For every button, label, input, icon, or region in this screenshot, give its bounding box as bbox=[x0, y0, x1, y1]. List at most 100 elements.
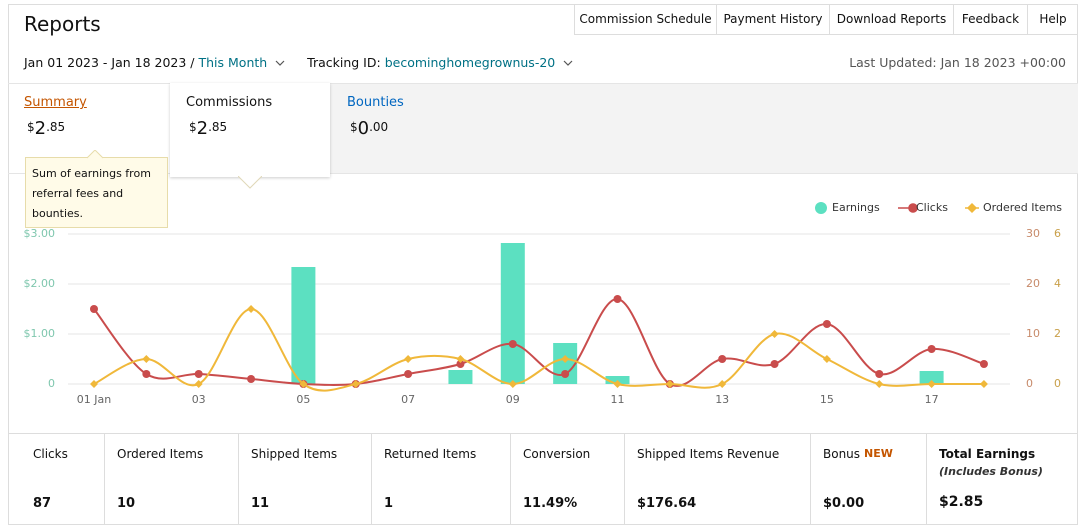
stat-label: Bonus NEW bbox=[823, 447, 893, 461]
stat-label-text: Bonus bbox=[823, 447, 861, 461]
y-tick-label: 6 bbox=[1054, 227, 1061, 240]
point bbox=[613, 295, 622, 303]
bar bbox=[919, 371, 944, 384]
x-tick-label: 13 bbox=[715, 393, 729, 406]
whole: 2 bbox=[34, 118, 47, 139]
stat-label-text: Ordered Items bbox=[117, 447, 204, 461]
nav-button[interactable]: Help bbox=[1027, 4, 1078, 35]
nav-button[interactable]: Feedback bbox=[953, 4, 1027, 35]
stat-label: Clicks bbox=[33, 447, 68, 461]
legend-label: Clicks bbox=[916, 201, 948, 214]
stat-label: Returned Items bbox=[384, 447, 476, 461]
stat-cell: Shipped Items Revenue $176.64 bbox=[624, 434, 810, 525]
y-tick-label: 0 bbox=[1054, 377, 1061, 390]
tooltip: Sum of earnings from referral fees and b… bbox=[25, 157, 168, 228]
stat-cell: Conversion 11.49% bbox=[510, 434, 624, 525]
page-title: Reports bbox=[24, 12, 101, 36]
badge: NEW bbox=[864, 447, 893, 460]
point bbox=[142, 355, 151, 363]
point bbox=[561, 370, 570, 378]
divider bbox=[8, 433, 1078, 434]
stat-cell: Shipped Items 11 bbox=[238, 434, 371, 525]
tab-value: $2.85 bbox=[27, 118, 65, 139]
stat-note: (Includes Bonus) bbox=[939, 465, 1043, 478]
y-tick-label: $1.00 bbox=[24, 327, 56, 340]
report-frame bbox=[8, 4, 1078, 525]
nav-button[interactable]: Commission Schedule bbox=[574, 4, 716, 35]
point bbox=[770, 360, 779, 368]
tab-label[interactable]: Summary bbox=[24, 95, 87, 110]
stat-label: Shipped Items bbox=[251, 447, 337, 461]
chevron bbox=[563, 60, 573, 66]
chart: 0 $1.00 $2.00 $3.00 0 10 20 30 0 2 4 6 01 Jan 03 05 07 0… bbox=[24, 201, 1063, 406]
currency: $ bbox=[27, 120, 35, 134]
stat-label-text: Returned Items bbox=[384, 447, 477, 461]
point bbox=[561, 355, 570, 363]
point bbox=[142, 370, 151, 378]
stat-cell: Clicks 87 bbox=[8, 434, 104, 525]
fraction: .00 bbox=[369, 120, 389, 134]
stat-value: 11.49% bbox=[523, 496, 578, 511]
point bbox=[665, 380, 674, 388]
point bbox=[351, 380, 360, 388]
x-tick-label: 07 bbox=[401, 393, 415, 406]
stat-label-text: Shipped Items bbox=[251, 447, 338, 461]
point bbox=[770, 330, 779, 338]
period-select[interactable]: This Month bbox=[198, 55, 268, 70]
nav-button[interactable]: Download Reports bbox=[829, 4, 953, 35]
point bbox=[822, 320, 831, 328]
point bbox=[90, 380, 98, 388]
point bbox=[613, 380, 622, 388]
y-tick-label: 10 bbox=[1026, 327, 1040, 340]
stat-value: 10 bbox=[117, 496, 136, 511]
whole: 2 bbox=[196, 118, 209, 139]
stat-cell: Returned Items 1 bbox=[371, 434, 510, 525]
tab-band bbox=[330, 83, 1078, 173]
point bbox=[194, 380, 203, 388]
point bbox=[508, 340, 517, 348]
point bbox=[979, 380, 988, 388]
line bbox=[93, 307, 984, 392]
point bbox=[456, 355, 465, 363]
point bbox=[456, 360, 465, 368]
x-tick-label: 01 Jan bbox=[77, 393, 111, 406]
y-tick-label: $3.00 bbox=[24, 227, 56, 240]
y-tick-label: 0 bbox=[48, 377, 55, 390]
y-tick-label: 4 bbox=[1054, 277, 1061, 290]
point bbox=[718, 355, 727, 363]
legend-label: Ordered Items bbox=[983, 201, 1062, 214]
stat-label: Total Earnings bbox=[939, 447, 1035, 461]
stat-label-text: Clicks bbox=[33, 447, 68, 461]
bar bbox=[500, 243, 525, 384]
tab-label[interactable]: Bounties bbox=[347, 95, 404, 110]
tab-pointer bbox=[238, 176, 262, 189]
stat-value: 87 bbox=[33, 496, 52, 511]
point bbox=[875, 380, 884, 388]
nav-button[interactable]: Payment History bbox=[716, 4, 829, 35]
tooltip-pointer bbox=[87, 150, 103, 159]
stat-label-text: Shipped Items Revenue bbox=[637, 447, 780, 461]
divider bbox=[8, 173, 1078, 174]
whole: 0 bbox=[357, 118, 370, 139]
legend-label: Earnings bbox=[832, 201, 880, 214]
point bbox=[508, 380, 517, 388]
tracking-select[interactable]: becominghomegrownus-20 bbox=[384, 55, 556, 70]
last-updated: Last Updated: Jan 18 2023 +00:00 bbox=[849, 55, 1066, 70]
stat-value: $176.64 bbox=[637, 496, 697, 511]
bar bbox=[448, 370, 473, 384]
x-tick-label: 09 bbox=[506, 393, 520, 406]
currency: $ bbox=[189, 120, 197, 134]
y-tick-label: 30 bbox=[1026, 227, 1040, 240]
x-tick-label: 05 bbox=[296, 393, 310, 406]
stat-label-text: Conversion bbox=[523, 447, 591, 461]
fraction: .85 bbox=[208, 120, 228, 134]
stat-cell: Ordered Items 10 bbox=[104, 434, 238, 525]
stat-cell: Total Earnings (Includes Bonus) $2.85 bbox=[926, 434, 1078, 525]
tab-label[interactable]: Commissions bbox=[186, 95, 273, 110]
stat-label: Ordered Items bbox=[117, 447, 203, 461]
point bbox=[927, 345, 936, 353]
point bbox=[979, 360, 988, 368]
point bbox=[247, 375, 256, 383]
fraction: .85 bbox=[46, 120, 66, 134]
